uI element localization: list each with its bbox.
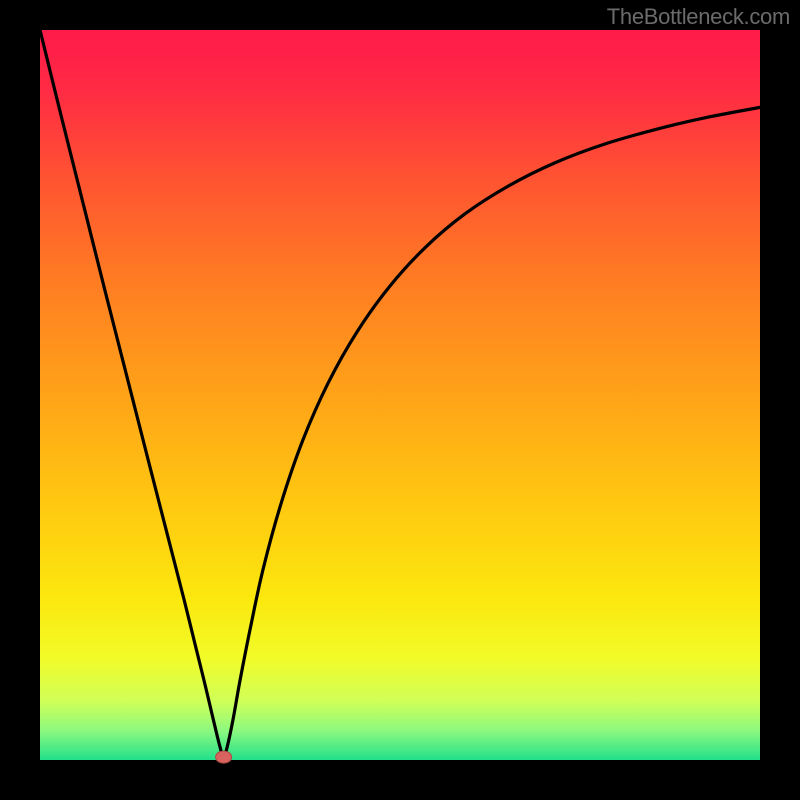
heat-gradient-area xyxy=(40,30,760,760)
optimum-marker xyxy=(216,751,232,763)
bottleneck-chart xyxy=(0,0,800,800)
watermark-text: TheBottleneck.com xyxy=(607,4,790,30)
